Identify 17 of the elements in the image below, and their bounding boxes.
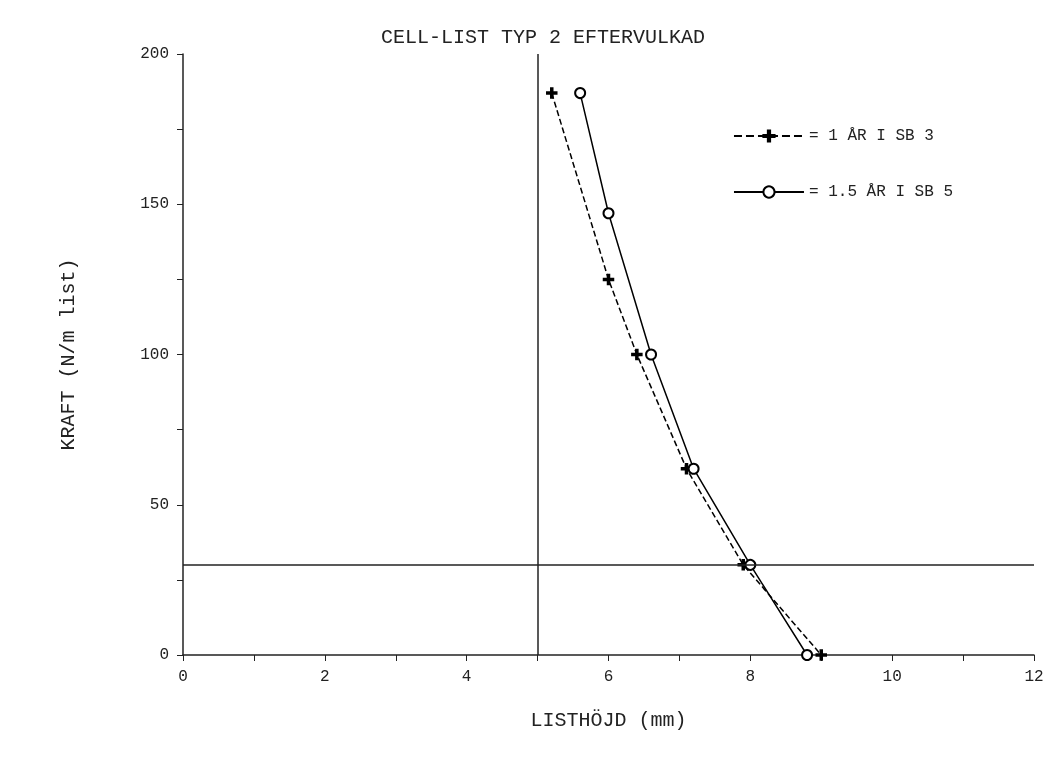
y-tick-label: 0 [159, 646, 169, 664]
x-tick-label: 6 [603, 668, 614, 686]
legend-label: = 1 ÅR I SB 3 [808, 127, 934, 145]
x-tick-label: 4 [461, 668, 472, 686]
x-axis-title: LISTHÖJD (mm) [530, 708, 687, 732]
y-tick-label: 100 [140, 345, 169, 364]
x-tick-label: 12 [1024, 668, 1044, 686]
chart-title: CELL-LIST TYP 2 EFTERVULKAD [380, 25, 706, 49]
x-tick-label: 0 [178, 668, 188, 686]
y-axis-title: KRAFT (N/m list) [56, 258, 80, 451]
x-tick-label: 10 [882, 668, 902, 686]
x-tick-label: 8 [745, 668, 756, 686]
y-tick-label: 150 [140, 195, 169, 214]
legend-label: = 1.5 ÅR I SB 5 [808, 183, 954, 201]
x-tick-label: 2 [320, 668, 330, 686]
y-tick-label: 200 [140, 45, 169, 63]
y-tick-label: 50 [149, 495, 169, 514]
